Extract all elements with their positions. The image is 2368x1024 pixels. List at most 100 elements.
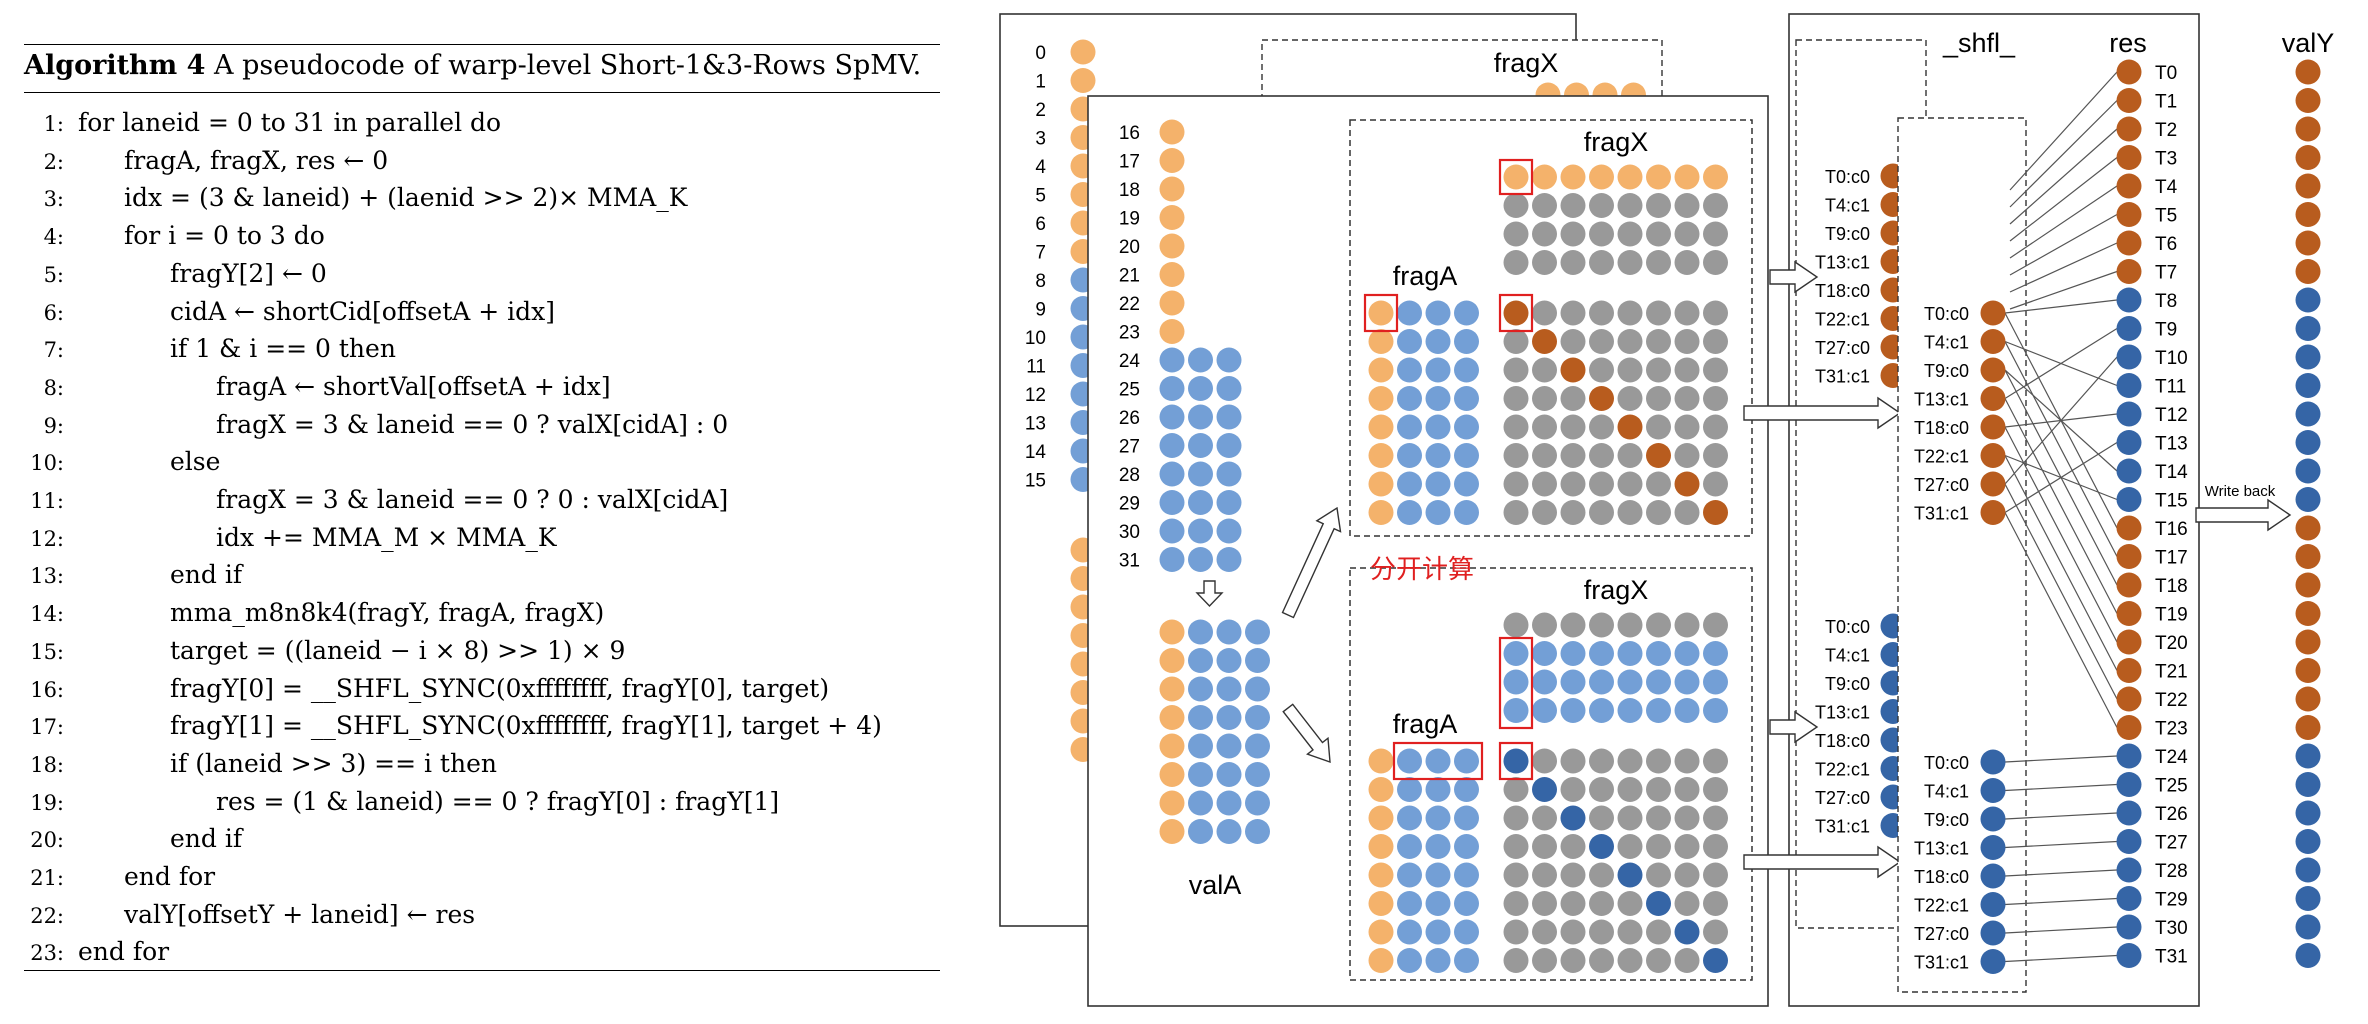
fragX-dot (1646, 698, 1671, 723)
fragA-dot (1368, 471, 1394, 497)
result-dot (1560, 834, 1586, 859)
fragA-dot (1454, 834, 1479, 859)
fragX-dot (1532, 221, 1557, 247)
result-dot (1532, 948, 1557, 973)
fragX-dot (1560, 250, 1586, 275)
fragA-dot (1425, 748, 1451, 774)
result-dot (1560, 329, 1586, 354)
valY-label: valY (2282, 28, 2335, 58)
res-dot (2116, 715, 2142, 740)
line-number: 15: (30, 639, 64, 664)
algorithm-line: 18: if (laneid >> 3) == i then (24, 749, 497, 785)
fragA-dot (1425, 386, 1451, 411)
thread-label: T3 (2155, 149, 2177, 170)
fragX-dot (1617, 193, 1643, 218)
line-code: end for (78, 937, 170, 967)
result-dot (1560, 891, 1586, 916)
shuffle-line (2009, 71, 2118, 191)
tc-label: T31:c1 (1914, 953, 1969, 973)
thread-label: T10 (2155, 348, 2188, 369)
tc-label-back: T0:c0 (1825, 617, 1870, 637)
result-dot (1532, 300, 1557, 326)
fragA-dot (1425, 862, 1451, 888)
res-dot (2116, 344, 2142, 370)
fragA-dot (1397, 386, 1422, 411)
valA-reorg-dot (1188, 705, 1213, 730)
result-dot (1589, 300, 1614, 326)
result-dot (1532, 862, 1557, 888)
fragA-dot (1454, 300, 1479, 326)
arrow-bottom-to-shfl (1743, 845, 1902, 879)
row-index-back: 6 (1035, 214, 1046, 235)
result-dot (1703, 919, 1728, 945)
result-dot (1589, 471, 1614, 497)
res-dot (2116, 857, 2142, 883)
tc-label-back: T31:c1 (1815, 817, 1870, 837)
result-dot (1617, 834, 1643, 859)
shfl-label: _shfl_ (1942, 28, 2016, 58)
row-index: 22 (1119, 294, 1140, 315)
row-index: 19 (1119, 209, 1140, 230)
result-dot (1532, 919, 1557, 945)
write-back-arrow (2195, 498, 2292, 532)
result-dot (1674, 386, 1700, 411)
fragX-dot (1674, 164, 1700, 190)
result-dot (1617, 300, 1643, 326)
result-dot (1532, 357, 1557, 383)
result-dot (1589, 891, 1614, 916)
result-dot (1674, 300, 1700, 326)
result-dot (1589, 329, 1614, 354)
result-dot (1703, 357, 1728, 383)
shuffle-line (2004, 299, 2118, 314)
valA-reorg-dot (1188, 619, 1213, 645)
shuffle-line (2004, 483, 2118, 700)
line-code: if 1 & i == 0 then (170, 334, 396, 364)
bottom-rule (24, 970, 940, 971)
res-dot (2116, 544, 2142, 569)
line-number: 13: (30, 564, 64, 589)
tc-label: T18:c0 (1914, 418, 1969, 438)
fragA-dot (1368, 329, 1394, 354)
fragA-dot (1425, 300, 1451, 326)
valA-dot (1159, 119, 1185, 145)
result-dot (1674, 748, 1700, 774)
result-dot (1617, 329, 1643, 354)
fragX-dot (1646, 612, 1671, 638)
result-dot (1646, 300, 1671, 326)
shuffle-line (2004, 812, 2118, 820)
tc-dot (1980, 386, 2006, 411)
valY-dot (2295, 173, 2321, 199)
fragA-dot (1425, 329, 1451, 354)
res-dot (2116, 829, 2142, 854)
fragA-dot (1454, 329, 1479, 354)
fragA-dot (1397, 329, 1422, 354)
valA-reorg-dot (1216, 819, 1242, 844)
result-dot (1532, 748, 1557, 774)
row-index: 30 (1119, 522, 1140, 543)
algorithm-line: 20: end if (24, 824, 242, 860)
thread-label: T22 (2155, 690, 2188, 711)
res-dot (2116, 430, 2142, 455)
valY-dot (2295, 829, 2321, 854)
fragX-back-label: fragX (1494, 48, 1559, 78)
fragA-dot (1454, 948, 1479, 973)
fragX-dot (1503, 164, 1529, 190)
result-dot (1503, 748, 1529, 774)
row-index: 23 (1119, 323, 1140, 344)
result-dot (1560, 919, 1586, 945)
fragA-dot (1397, 834, 1422, 859)
row-index-back: 8 (1035, 271, 1046, 292)
valA-reorg-dot (1245, 676, 1270, 702)
mid-rule (24, 92, 940, 93)
row-index-back: 14 (1025, 442, 1047, 463)
highlight-fragA (1392, 741, 1484, 781)
tc-label-back: T13:c1 (1815, 253, 1870, 273)
result-dot (1503, 414, 1529, 440)
fragA-dot (1368, 386, 1394, 411)
tc-dot (1980, 920, 2006, 946)
fragA-dot (1425, 834, 1451, 859)
fragX-dot (1617, 221, 1643, 247)
fragX-dot (1560, 641, 1586, 666)
tc-label: T27:c0 (1914, 924, 1969, 944)
result-dot (1703, 471, 1728, 497)
